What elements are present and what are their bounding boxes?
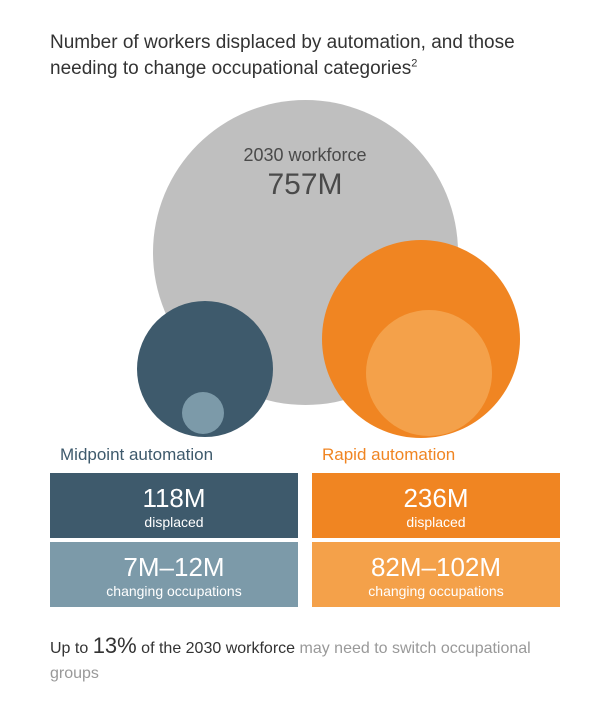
rapid-changing-value: 82M–102M <box>316 552 556 583</box>
midpoint-column-title: Midpoint automation <box>50 445 298 465</box>
midpoint-displaced-label: displaced <box>54 514 294 530</box>
rapid-column-title: Rapid automation <box>312 445 560 465</box>
midpoint-changing-value: 7M–12M <box>54 552 294 583</box>
workforce-label-line2: 757M <box>215 168 395 202</box>
midpoint-displaced-value: 118M <box>54 483 294 514</box>
rapid-displaced-box: 236M displaced <box>312 473 560 538</box>
title-footnote: 2 <box>411 57 417 69</box>
title-text: Number of workers displaced by automatio… <box>50 32 515 79</box>
workforce-label-line1: 2030 workforce <box>215 145 395 166</box>
value-columns: Midpoint automation 118M displaced 7M–12… <box>50 445 560 611</box>
workforce-label: 2030 workforce 757M <box>215 145 395 202</box>
midpoint-changing-box: 7M–12M changing occupations <box>50 542 298 607</box>
rapid-changing-box: 82M–102M changing occupations <box>312 542 560 607</box>
rapid-column: Rapid automation 236M displaced 82M–102M… <box>312 445 560 611</box>
footer-pre: Up to <box>50 640 93 657</box>
bubble-chart: 2030 workforce 757M <box>55 89 555 439</box>
midpoint-displaced-box: 118M displaced <box>50 473 298 538</box>
midpoint-column: Midpoint automation 118M displaced 7M–12… <box>50 445 298 611</box>
rapid-changing-label: changing occupations <box>316 583 556 599</box>
footer-text: Up to 13% of the 2030 workforce may need… <box>50 629 560 686</box>
footer-pct: 13% <box>93 633 137 658</box>
midpoint-inner-circle <box>182 392 224 434</box>
rapid-inner-circle <box>366 310 492 436</box>
rapid-displaced-label: displaced <box>316 514 556 530</box>
footer-mid: of the 2030 workforce <box>137 640 295 657</box>
midpoint-changing-label: changing occupations <box>54 583 294 599</box>
rapid-displaced-value: 236M <box>316 483 556 514</box>
chart-title: Number of workers displaced by automatio… <box>50 30 560 81</box>
